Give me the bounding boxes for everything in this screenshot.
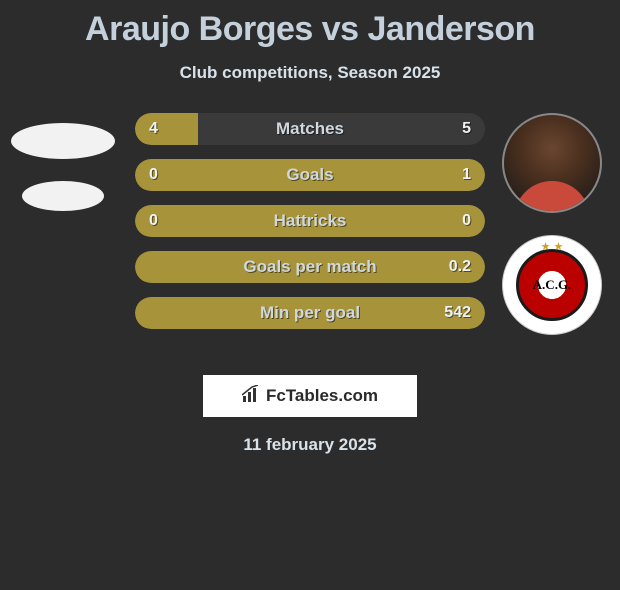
date-label: 11 february 2025 <box>0 435 620 455</box>
stat-label: Hattricks <box>135 205 485 237</box>
chart-icon <box>242 385 260 408</box>
subtitle: Club competitions, Season 2025 <box>0 63 620 83</box>
club-right-text: A.C.G. <box>516 249 588 321</box>
branding-badge[interactable]: FcTables.com <box>203 375 417 417</box>
stat-label: Goals per match <box>135 251 485 283</box>
player-left-avatar <box>11 123 115 159</box>
branding-label: FcTables.com <box>266 386 378 406</box>
player-right-column: ★ ★ A.C.G. <box>492 113 612 335</box>
player-left-club-badge <box>22 181 104 211</box>
stat-bars: 45Matches 01Goals 00Hattricks 0.2Goals per … <box>135 113 485 343</box>
player-right-club-badge: ★ ★ A.C.G. <box>502 235 602 335</box>
stat-row: 00Hattricks <box>135 205 485 237</box>
stat-label: Goals <box>135 159 485 191</box>
comparison-section: ★ ★ A.C.G. 45Matches 01Goals 00Hattricks 0.… <box>0 113 620 363</box>
stat-row: 542Min per goal <box>135 297 485 329</box>
stat-label: Matches <box>135 113 485 145</box>
stat-row: 0.2Goals per match <box>135 251 485 283</box>
stat-label: Min per goal <box>135 297 485 329</box>
stat-row: 01Goals <box>135 159 485 191</box>
stat-row: 45Matches <box>135 113 485 145</box>
player-right-avatar <box>502 113 602 213</box>
club-stars-icon: ★ ★ <box>541 240 564 253</box>
player-left-column <box>8 113 118 211</box>
page-title: Araujo Borges vs Janderson <box>0 10 620 49</box>
